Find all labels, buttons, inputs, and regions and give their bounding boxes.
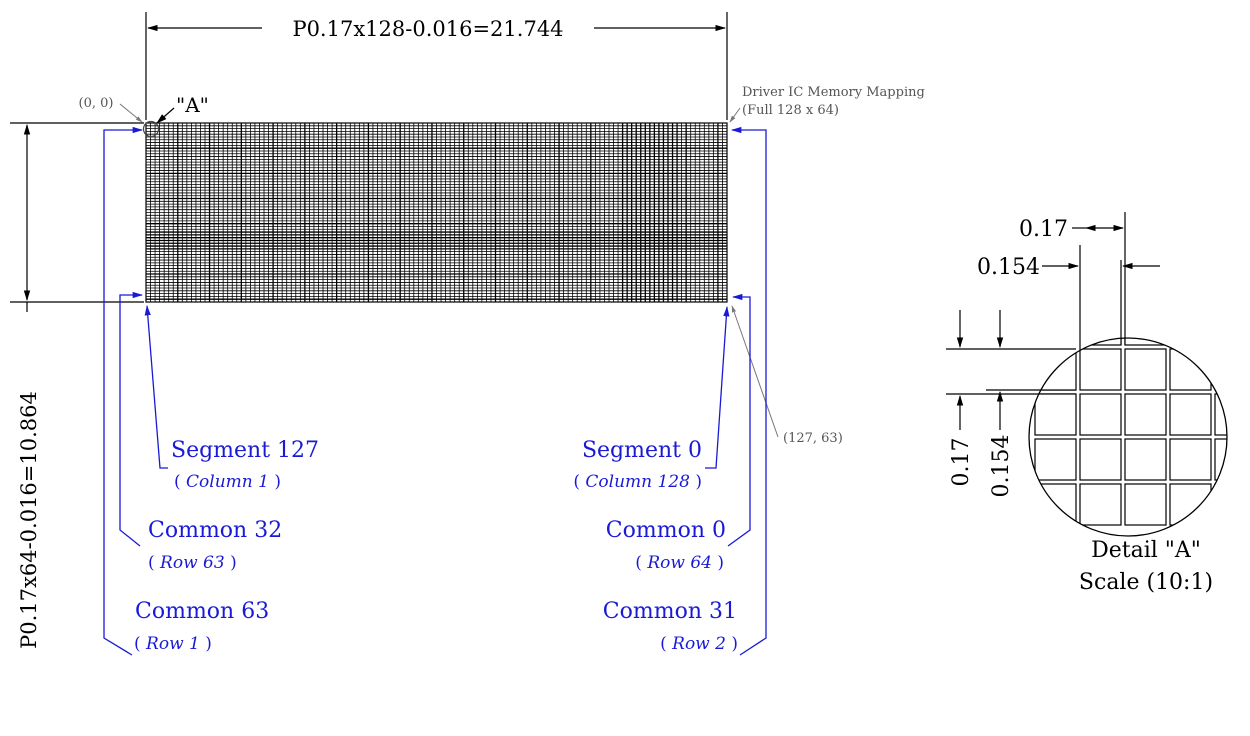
memory-note-leader [729,107,741,123]
leader-common-63 [103,126,144,656]
segment-0-sub-text: Column 128 [585,472,690,492]
detail-a-view: 0.17 0.154 0.17 0.154 Detail "A" Scale (… [946,212,1228,595]
detail-pixel-cell [1214,483,1227,526]
common-31-label: Common 31 [603,599,737,624]
detail-pixel-cell [1079,483,1122,526]
detail-pixel-cell [1034,438,1077,481]
leader-common-0 [727,293,751,547]
detail-pixel-cell [1169,338,1212,346]
detail-pixel-cell [1034,393,1077,436]
detail-a-label: "A" [176,93,209,117]
detail-pixel-cell [1124,393,1167,436]
detail-pixel-cell [1124,438,1167,481]
detail-pixel-cell [1124,338,1167,346]
segment-0-label: Segment 0 [582,438,702,463]
memory-note-line2: (Full 128 x 64) [742,103,839,118]
detail-pixel-cell [1169,348,1212,391]
side-dimension: P0.17x64-0.016=10.864 [10,122,144,649]
detail-pixel-cell [1034,338,1077,346]
segment-127-sub-text: Column 1 [186,472,269,492]
detail-pixel-cell [1079,348,1122,391]
origin-marker: (0, 0) "A" [79,93,209,138]
end-coordinate: (127, 63) [731,305,843,446]
end-coordinate-leader [731,305,779,438]
end-coordinate-label: (127, 63) [783,431,843,446]
detail-pixel-cell [1169,483,1212,526]
detail-size-h-label: 0.154 [977,255,1040,280]
top-dimension-label: P0.17x128-0.016=21.744 [292,17,563,41]
memory-note: Driver IC Memory Mapping (Full 128 x 64) [729,85,925,123]
right-annotations: Segment 0 ( Column 128 ) Common 0 ( Row … [573,126,767,656]
matrix-grid [146,123,727,302]
leader-common-32 [119,291,144,547]
common-63-label: Common 63 [135,599,269,624]
detail-pixel-cell [1079,393,1122,436]
common-0-label: Common 0 [606,518,726,543]
origin-leader [119,103,143,123]
detail-scale: Scale (10:1) [1079,570,1213,595]
origin-label: (0, 0) [79,96,114,111]
detail-pixel-cell [1169,393,1212,436]
detail-circle [1028,337,1228,537]
common-0-sub: ( Row 64 ) [635,553,724,573]
leader-segment-0 [705,305,730,469]
segment-127-label: Segment 127 [171,438,319,463]
detail-a-circle [142,120,160,138]
common-32-label: Common 32 [148,518,282,543]
segment-0-sub: ( Column 128 ) [573,472,702,492]
common-31-sub-text: Row 2 [671,634,726,654]
detail-pixel-cell [1124,483,1167,526]
detail-pixel-cells [1034,338,1227,526]
detail-pixel-cell [1169,438,1212,481]
common-32-sub: ( Row 63 ) [148,553,237,573]
detail-pixel-cell [1214,338,1227,346]
pixel-matrix [145,122,728,303]
detail-pitch-h-label: 0.17 [1019,217,1068,242]
detail-a-leader [156,107,175,124]
top-dimension: P0.17x128-0.016=21.744 [145,12,728,120]
common-31-sub: ( Row 2 ) [660,634,738,654]
leader-segment-127 [144,304,168,469]
leader-common-31 [730,126,767,656]
detail-size-v-label: 0.154 [989,435,1014,498]
left-annotations: Segment 127 ( Column 1 ) Common 32 ( Row… [103,126,319,656]
detail-pitch-v-label: 0.17 [949,438,974,487]
detail-title: Detail "A" [1091,538,1201,563]
detail-pixel-cell [1214,348,1227,391]
common-63-sub: ( Row 1 ) [134,634,212,654]
side-dimension-label: P0.17x64-0.016=10.864 [17,391,41,649]
common-63-sub-text: Row 1 [145,634,200,654]
detail-pixel-cell [1124,348,1167,391]
common-0-sub-text: Row 64 [646,553,712,573]
detail-pixel-cell [1079,438,1122,481]
common-32-sub-text: Row 63 [159,553,225,573]
segment-127-sub: ( Column 1 ) [174,472,281,492]
memory-note-line1: Driver IC Memory Mapping [742,85,925,100]
